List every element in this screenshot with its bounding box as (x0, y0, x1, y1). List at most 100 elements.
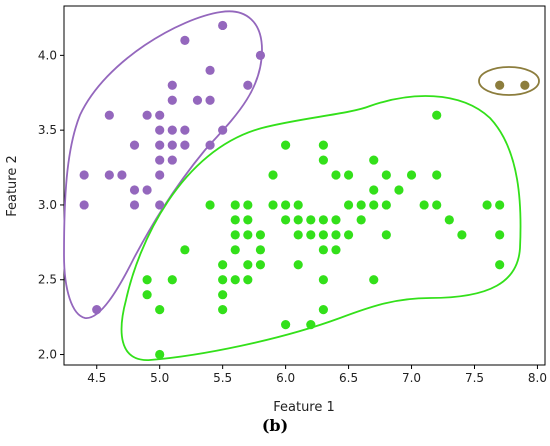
data-point-series-2 (255, 230, 266, 240)
data-point-series-1 (180, 140, 190, 150)
data-point-series-2 (243, 200, 253, 210)
data-point-series-2 (318, 305, 328, 315)
y-tick-label: 4.0 (38, 48, 57, 62)
data-point-series-2 (457, 230, 467, 240)
data-point-series-1 (205, 140, 215, 150)
data-point-series-2 (381, 200, 391, 210)
data-point-series-1 (155, 170, 165, 180)
y-tick-label: 2.5 (38, 273, 57, 287)
data-point-series-2 (318, 140, 328, 150)
plot-area-frame (63, 5, 546, 366)
data-point-series-2 (255, 260, 266, 270)
data-point-series-1 (243, 80, 253, 90)
x-axis-label: Feature 1 (273, 400, 335, 415)
data-point-series-2 (381, 170, 391, 180)
y-tick-label: 3.0 (38, 198, 57, 212)
x-tick-label: 5.0 (150, 371, 169, 385)
figure-caption: (b) (262, 416, 288, 435)
data-point-series-2 (255, 245, 266, 255)
data-point-series-2 (343, 230, 354, 240)
data-point-series-2 (444, 215, 454, 225)
data-point-series-1 (255, 50, 266, 60)
axis-ticks: 4.5 5.0 5.5 6.0 6.5 7.0 7.5 8.0 2.0 2.5 3.0 3.5 4.0 (38, 48, 547, 385)
data-point-series-2 (230, 275, 240, 285)
data-point-series-2 (331, 245, 341, 255)
data-point-series-1 (79, 200, 89, 210)
data-point-series-1 (155, 125, 165, 135)
data-point-series-1 (155, 155, 165, 165)
purple-cluster-outline (63, 10, 263, 319)
data-point-series-2 (306, 320, 316, 330)
data-point-series-3 (520, 80, 530, 90)
data-point-series-1 (192, 95, 203, 105)
data-point-series-1 (167, 125, 177, 135)
data-point-series-2 (142, 290, 152, 300)
data-point-series-1 (92, 305, 102, 315)
data-point-series-2 (268, 170, 278, 180)
x-tick-label: 7.0 (402, 371, 421, 385)
x-tick-label: 6.0 (276, 371, 295, 385)
data-point-series-2 (293, 260, 303, 270)
data-point-series-2 (268, 200, 278, 210)
green-cluster-outline (120, 95, 522, 361)
data-point-series-2 (331, 215, 341, 225)
data-point-series-2 (293, 215, 303, 225)
data-point-series-2 (432, 110, 442, 120)
data-point-series-2 (155, 349, 165, 360)
data-point-series-2 (218, 260, 228, 270)
data-point-series-1 (218, 20, 228, 31)
data-point-series-2 (406, 170, 417, 180)
data-point-series-2 (218, 305, 228, 315)
data-point-series-2 (281, 200, 291, 210)
x-tick-label: 7.5 (465, 371, 484, 385)
data-point-series-2 (218, 275, 228, 285)
data-point-series-2 (381, 230, 391, 240)
data-point-series-2 (167, 275, 177, 285)
data-point-series-1 (180, 125, 190, 135)
data-point-series-2 (495, 260, 505, 270)
data-point-series-2 (369, 155, 379, 165)
data-point-series-2 (356, 200, 366, 210)
data-point-series-2 (369, 200, 379, 210)
data-point-series-2 (331, 230, 341, 240)
data-point-series-2 (318, 245, 328, 255)
data-point-series-2 (243, 215, 253, 225)
data-point-series-1 (142, 110, 152, 120)
data-point-series-2 (243, 230, 253, 240)
data-point-series-1 (205, 95, 215, 105)
data-point-series-2 (230, 200, 240, 210)
data-point-series-2 (482, 200, 492, 210)
data-point-series-2 (495, 230, 505, 240)
data-point-series-2 (318, 230, 328, 240)
data-point-series-1 (167, 140, 177, 150)
data-point-series-2 (281, 140, 291, 150)
data-point-series-1 (218, 125, 228, 135)
data-point-series-2 (142, 275, 152, 285)
y-tick-label: 2.0 (38, 348, 57, 362)
olive-cluster-outline (478, 66, 540, 96)
data-points (79, 20, 530, 360)
data-point-series-2 (281, 320, 291, 330)
data-point-series-1 (167, 155, 177, 165)
x-tick-label: 8.0 (528, 371, 547, 385)
data-point-series-1 (104, 170, 114, 180)
data-point-series-2 (394, 185, 404, 195)
data-point-series-2 (293, 200, 303, 210)
data-point-series-2 (230, 230, 240, 240)
data-point-series-1 (167, 80, 177, 90)
data-point-series-2 (343, 170, 354, 180)
data-point-series-2 (432, 170, 442, 180)
data-point-series-2 (331, 170, 341, 180)
data-point-series-2 (243, 260, 253, 270)
data-point-series-2 (306, 230, 316, 240)
data-point-series-1 (79, 170, 89, 180)
data-point-series-1 (155, 140, 165, 150)
data-point-series-1 (180, 35, 190, 46)
data-point-series-2 (356, 215, 366, 225)
data-point-series-1 (205, 65, 215, 75)
data-point-series-2 (180, 245, 190, 255)
data-point-series-2 (230, 215, 240, 225)
data-point-series-2 (155, 305, 165, 315)
y-tick-label: 3.5 (38, 123, 57, 137)
